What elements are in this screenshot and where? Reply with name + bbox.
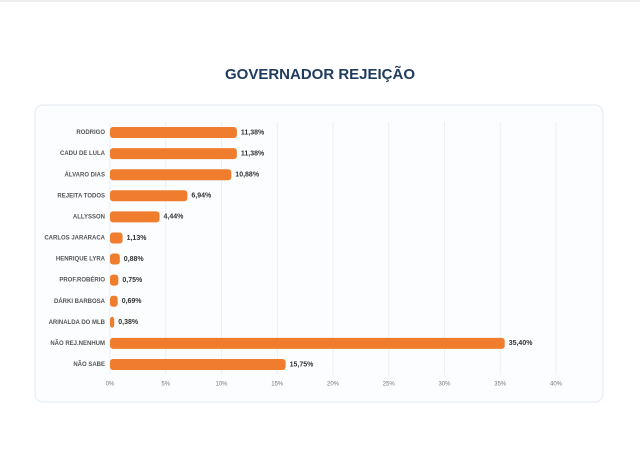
y-tick-label: REJEITA TODOS <box>57 193 105 199</box>
chart-title: GOVERNADOR REJEIÇÃO <box>225 65 415 83</box>
y-tick-label: ARINALDA DO MLB <box>49 320 106 326</box>
x-tick-label: 40% <box>550 382 563 388</box>
bar <box>110 169 232 181</box>
value-label: 35,40% <box>509 340 534 347</box>
y-tick-label: NÃO SABE <box>73 361 105 368</box>
x-tick-label: 15% <box>271 382 284 388</box>
y-tick-label: CARLOS JARARACA <box>44 236 105 242</box>
x-tick-label: 30% <box>438 382 451 388</box>
value-label: 11,38% <box>241 150 265 157</box>
y-tick-label: RODRIGO <box>76 130 105 136</box>
x-tick-label: 20% <box>327 382 340 388</box>
bar <box>110 337 505 349</box>
value-label: 0,69% <box>122 298 143 305</box>
bar <box>110 358 286 370</box>
x-tick-label: 0% <box>106 382 115 388</box>
x-tick-label: 35% <box>494 382 507 388</box>
y-tick-label: ALLYSSON <box>73 214 105 220</box>
bar <box>110 232 123 244</box>
bar <box>110 316 115 328</box>
value-label: 0,88% <box>124 256 145 263</box>
x-tick-label: 25% <box>383 382 396 388</box>
x-tick-label: 5% <box>161 382 170 388</box>
value-label: 10,88% <box>235 172 260 179</box>
bar <box>110 211 160 223</box>
value-label: 4,44% <box>164 214 185 221</box>
y-tick-label: DÁRKI BARBOSA <box>54 298 106 305</box>
value-label: 0,75% <box>122 277 143 284</box>
bar <box>110 253 120 265</box>
value-label: 6,94% <box>191 193 212 200</box>
y-tick-label: ÁLVARO DIAS <box>65 171 105 178</box>
bar <box>110 274 119 286</box>
y-tick-label: PROF.ROBÉRIO <box>59 276 105 284</box>
bar <box>110 148 237 160</box>
y-tick-label: NÃO REJ.NENHUM <box>50 340 105 347</box>
bar <box>110 127 237 139</box>
x-tick-label: 10% <box>215 382 228 388</box>
bar <box>110 190 188 202</box>
value-label: 1,13% <box>127 235 148 242</box>
value-label: 15,75% <box>290 361 315 368</box>
bar <box>110 295 118 307</box>
value-label: 0,38% <box>118 319 139 326</box>
value-label: 11,38% <box>241 129 265 136</box>
y-tick-label: HENRIQUE LYRA <box>56 257 106 263</box>
y-tick-label: CADU DE LULA <box>60 151 106 157</box>
